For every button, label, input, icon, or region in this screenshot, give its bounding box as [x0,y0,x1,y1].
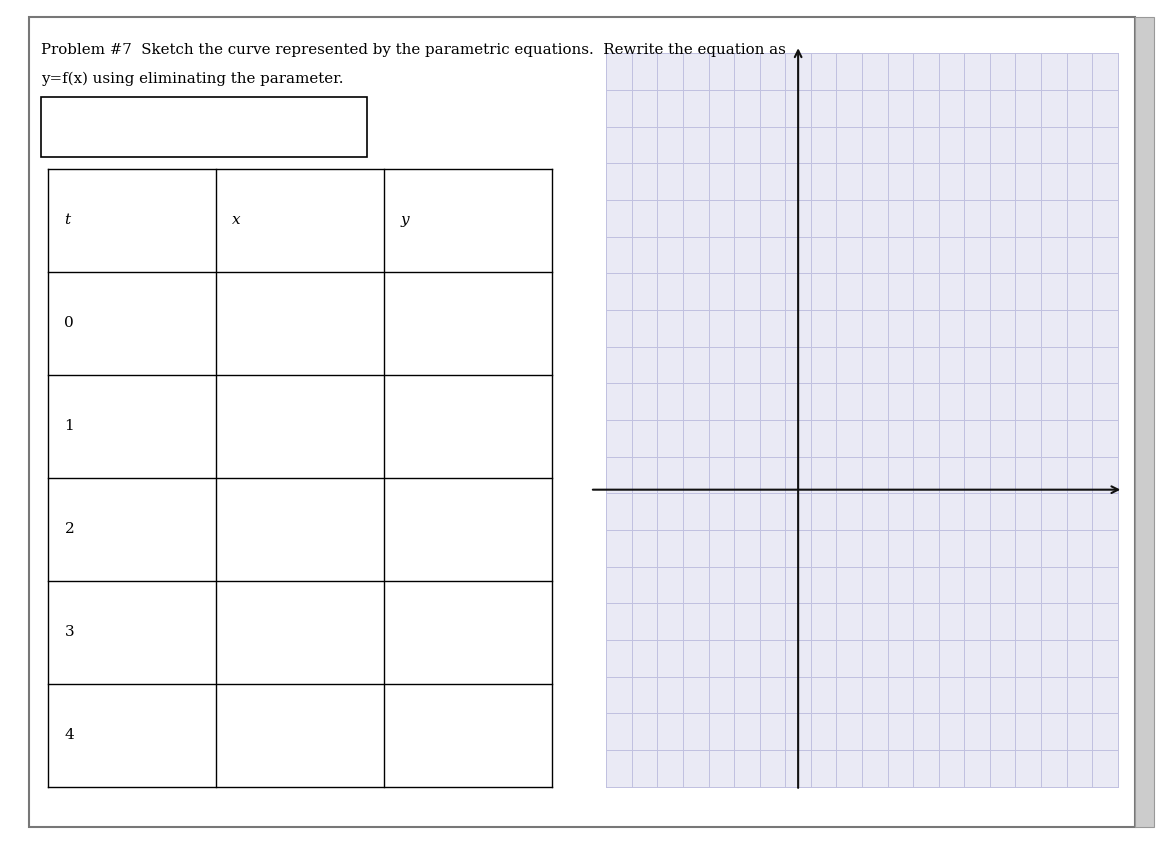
Text: 2: 2 [64,522,74,536]
Text: 0: 0 [64,316,74,331]
Text: 1: 1 [64,419,74,433]
Text: 4: 4 [64,728,74,742]
Text: x: x [233,214,241,227]
Bar [606,53,1117,787]
Text: 3: 3 [64,625,74,639]
Text: $x = 2\sqrt{t}, \quad y = t-2$: $x = 2\sqrt{t}, \quad y = t-2$ [51,111,245,142]
Text: t: t [64,214,70,227]
Text: y=f(x) using eliminating the parameter.: y=f(x) using eliminating the parameter. [41,72,343,86]
Bar [41,98,367,157]
Text: y: y [400,214,410,227]
Text: Problem #7  Sketch the curve represented by the parametric equations.  Rewrite t: Problem #7 Sketch the curve represented … [41,43,785,57]
